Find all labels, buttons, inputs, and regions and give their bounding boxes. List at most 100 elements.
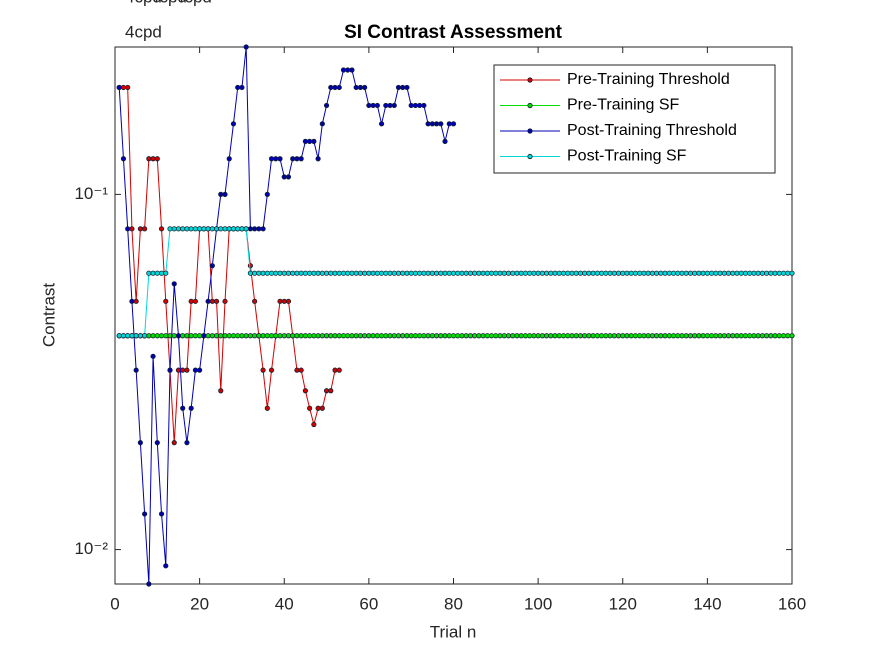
data-point (349, 67, 355, 73)
data-point (518, 270, 524, 276)
data-point (311, 421, 317, 428)
data-point (146, 156, 152, 162)
data-point (125, 226, 131, 232)
data-point (450, 121, 457, 127)
data-point (522, 333, 529, 339)
data-point (349, 333, 355, 339)
data-point (277, 270, 283, 276)
data-point (789, 270, 795, 276)
data-point (260, 333, 266, 339)
data-point (615, 333, 622, 339)
data-point (776, 270, 782, 276)
data-point (285, 174, 292, 180)
data-point (281, 333, 287, 339)
data-point (290, 270, 296, 276)
data-point (298, 333, 304, 339)
data-point (484, 333, 490, 339)
x-tick-label: 60 (359, 594, 378, 613)
data-point (154, 156, 160, 162)
data-point (637, 333, 643, 339)
data-point (294, 333, 300, 339)
data-point (476, 270, 482, 276)
data-point (345, 67, 351, 73)
data-point (180, 333, 186, 339)
data-point (472, 270, 478, 276)
data-point (539, 270, 545, 276)
data-point (192, 226, 198, 232)
data-point (645, 270, 651, 276)
data-point (218, 388, 224, 394)
data-point (158, 333, 165, 339)
data-point (285, 333, 292, 339)
data-point (192, 333, 198, 339)
data-point (311, 270, 317, 276)
data-point (484, 270, 490, 276)
data-point (315, 156, 321, 162)
legend-marker (527, 102, 533, 109)
data-point (268, 333, 275, 339)
x-tick-label: 20 (190, 594, 209, 613)
data-point (764, 270, 770, 276)
data-point (226, 226, 232, 232)
data-point (252, 270, 258, 276)
data-point (649, 270, 655, 276)
data-point (480, 333, 486, 339)
data-point (357, 333, 364, 339)
data-point (531, 270, 537, 276)
data-point (662, 270, 668, 276)
data-point (290, 156, 296, 162)
data-point (323, 333, 330, 339)
data-point (137, 333, 143, 339)
data-point (670, 270, 677, 276)
data-point (146, 581, 152, 587)
data-point (514, 333, 520, 339)
data-point (307, 138, 313, 144)
data-point (624, 333, 630, 339)
data-point (442, 333, 448, 339)
data-point (366, 333, 372, 339)
data-point (598, 270, 605, 276)
data-point (247, 226, 253, 232)
data-point (370, 333, 376, 339)
data-point (205, 333, 211, 339)
legend-marker (527, 153, 533, 160)
data-point (620, 333, 626, 339)
data-point (780, 270, 787, 276)
data-point (150, 156, 156, 162)
data-point (315, 405, 321, 411)
data-point (438, 333, 444, 339)
data-point (209, 226, 215, 232)
data-point (120, 156, 127, 162)
data-point (670, 333, 677, 339)
data-point (709, 270, 715, 276)
data-point (408, 102, 414, 109)
data-point (184, 333, 190, 339)
data-point (535, 270, 541, 276)
annotation: 4cpd (125, 0, 162, 6)
data-point (218, 191, 224, 197)
data-point (125, 333, 131, 339)
data-point (679, 270, 685, 276)
data-point (772, 333, 778, 339)
data-point (180, 405, 186, 411)
data-point (277, 156, 283, 162)
data-point (323, 102, 330, 109)
data-point (433, 270, 440, 276)
data-point (751, 333, 757, 339)
data-point (294, 367, 300, 373)
data-point (488, 270, 495, 276)
data-point (188, 405, 194, 411)
data-point (675, 333, 681, 339)
data-point (539, 333, 545, 339)
data-point (442, 138, 448, 144)
chart-title: SI Contrast Assessment (344, 22, 563, 43)
data-point (789, 333, 795, 339)
data-point (383, 102, 389, 109)
data-point (323, 388, 330, 394)
data-point (717, 333, 723, 339)
data-point (175, 333, 182, 339)
data-point (264, 270, 270, 276)
data-point (374, 270, 380, 276)
